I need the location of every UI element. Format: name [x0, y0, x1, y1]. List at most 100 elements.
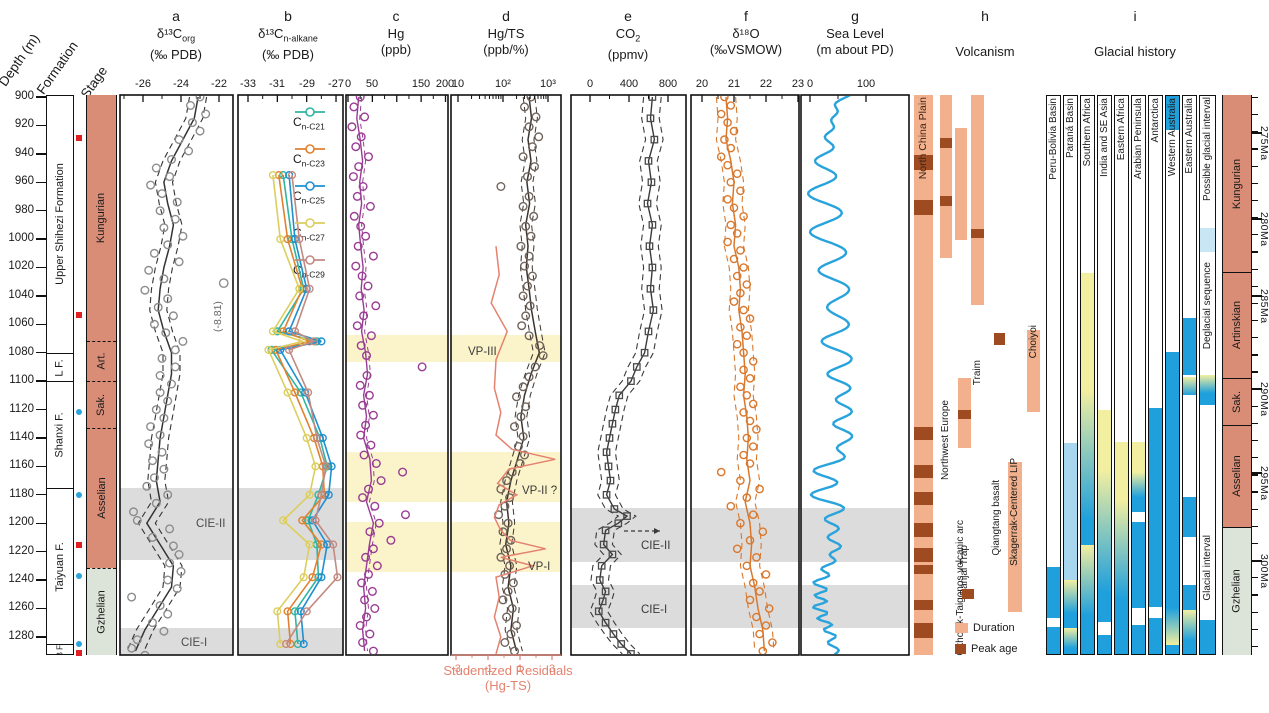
glacial-segment — [1183, 610, 1196, 640]
age-minor-tick — [1252, 337, 1258, 339]
axis-tick-label-f: 21 — [727, 78, 741, 90]
depth-tick-label: 980 — [14, 203, 34, 216]
age-minor-tick — [1252, 319, 1258, 322]
age-minor-tick — [1252, 268, 1258, 270]
age-minor-tick — [1252, 508, 1258, 510]
stage-left-block: Art. — [87, 341, 116, 381]
age-major-tick — [1252, 560, 1262, 562]
depth-tick-label: 1140 — [9, 430, 34, 443]
residual-axis-title-line2: (Hg-TS) — [484, 678, 532, 693]
depth-tick-label: 1160 — [9, 459, 34, 472]
depth-tick-label: 900 — [14, 90, 34, 102]
axis-tick-label-c: 0 — [344, 78, 352, 90]
axis-tick-label-c: 150 — [411, 78, 431, 90]
depth-tick — [36, 96, 46, 98]
series-c — [347, 96, 427, 654]
volcanism-peak — [914, 465, 933, 478]
series-a — [126, 96, 229, 654]
annotation-VP-II ?: VP-II ? — [522, 485, 557, 497]
annotation-CIE-II: CIE-II — [641, 540, 670, 552]
panel-title-e: CO2 (ppmv) — [607, 26, 649, 62]
residual-tick-label: 1 — [517, 663, 523, 675]
formation-block: Shanxi F. — [46, 381, 74, 488]
age-minor-tick — [1252, 302, 1258, 305]
stage-right-boundary — [1223, 425, 1251, 426]
panel-title-volcanism: Volcanism — [955, 44, 1015, 59]
glacial-segment — [1098, 470, 1111, 592]
glacial-segment — [1064, 648, 1077, 654]
glacial-segment — [1183, 585, 1196, 610]
glacial-segment — [1115, 598, 1128, 654]
age-minor-tick — [1252, 645, 1258, 648]
sample-mark-blue — [76, 492, 82, 498]
depth-tick-label: 920 — [14, 118, 34, 131]
legend-peak-age: Peak age — [955, 643, 1017, 655]
stage-left-boundary — [87, 428, 116, 429]
depth-tick — [36, 494, 46, 496]
panel-title-a: δ¹³Corg (‰ PDB) — [150, 26, 202, 62]
depth-tick — [36, 238, 46, 240]
axis-tick-label-d: 10 — [451, 78, 465, 90]
annotation-VP-III: VP-III — [468, 346, 497, 358]
panel-letter-f: f — [744, 8, 748, 24]
axis-tick-label-a: -22 — [211, 78, 227, 90]
depth-tick-label: 960 — [14, 175, 34, 188]
panel-letter-c: c — [392, 8, 400, 24]
age-minor-tick — [1252, 354, 1258, 356]
stage-right-block: Sak. — [1223, 378, 1251, 425]
residual-axis-title-line1: Studentized Residuals — [443, 663, 573, 678]
glacial-segment — [1115, 500, 1128, 598]
annotation-VP-I: VP-I — [528, 561, 550, 573]
glacial-segment — [1166, 352, 1179, 608]
axis-tick-label-c: 50 — [365, 78, 379, 90]
sample-mark-blue — [76, 573, 82, 579]
glacial-segment — [1132, 442, 1145, 472]
glacial-segment — [1098, 410, 1111, 470]
stage-left-boundary — [87, 341, 116, 342]
depth-tick-label: 1180 — [9, 487, 34, 500]
age-minor-tick — [1252, 611, 1258, 613]
depth-tick-label: 1120 — [9, 402, 34, 415]
age-tick-label: 290Ma — [1258, 382, 1269, 417]
annotation-CIE-I: CIE-I — [181, 637, 207, 649]
glacial-column-Eastern Australia — [1182, 95, 1197, 655]
glacial-segment — [1200, 375, 1215, 393]
sample-mark-red — [76, 650, 82, 656]
sample-mark-red — [76, 542, 82, 548]
glacial-segment — [1098, 635, 1111, 654]
age-minor-tick — [1252, 440, 1258, 442]
glacial-segment — [1064, 443, 1077, 580]
panel-title-g: Sea Level (m about PD) — [816, 26, 894, 57]
depth-tick — [36, 550, 46, 553]
depth-tick — [36, 295, 46, 297]
age-major-tick — [1252, 295, 1262, 297]
glacial-segment — [1081, 520, 1094, 545]
age-major-tick — [1252, 132, 1262, 134]
age-minor-tick — [1252, 577, 1258, 579]
axis-tick-label-d: 10³ — [540, 78, 556, 90]
depth-tick — [36, 380, 46, 382]
volcanism-peak — [940, 196, 952, 206]
depth-tick — [36, 465, 46, 468]
volcanism-bar-Traim — [971, 95, 984, 305]
panel-title-c: Hg (ppb) — [380, 26, 412, 57]
depth-tick — [36, 209, 46, 212]
axis-tick-label-a: -26 — [135, 78, 151, 90]
depth-tick-label: 1200 — [8, 516, 34, 529]
sample-mark-blue — [76, 641, 82, 647]
axis-tick-label-d: 10² — [495, 78, 511, 90]
volcanism-peak — [914, 427, 933, 440]
glacial-column-Western Australia — [1165, 95, 1180, 655]
stage-right-boundary — [1223, 272, 1251, 273]
stage-right-block: Kungurian — [1223, 95, 1251, 272]
glacial-segment — [1132, 472, 1145, 497]
glacial-interval-column — [1199, 95, 1216, 655]
depth-tick-label: 1240 — [8, 573, 34, 586]
glacial-segment — [1183, 377, 1196, 395]
volcanism-bar-Okhotsk-Taigonos volcanic arc — [955, 128, 967, 240]
age-minor-tick — [1252, 405, 1258, 407]
annotation-CIE-I: CIE-I — [641, 604, 667, 616]
age-minor-tick — [1252, 234, 1258, 236]
panel-title-glacial-history: Glacial history — [1094, 44, 1176, 59]
axis-tick-label-b: -29 — [299, 78, 315, 90]
